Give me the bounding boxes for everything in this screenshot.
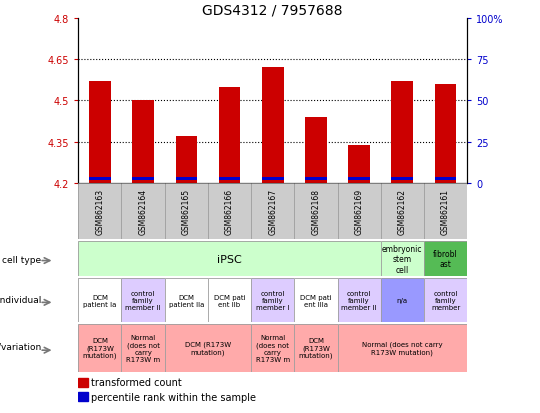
Text: Normal
(does not
carry
R173W m: Normal (does not carry R173W m	[255, 334, 290, 362]
Text: GSM862162: GSM862162	[398, 189, 407, 235]
Bar	[435, 178, 456, 180]
Text: Normal
(does not
carry
R173W m: Normal (does not carry R173W m	[126, 334, 160, 362]
Text: GSM862169: GSM862169	[355, 189, 363, 235]
Bar	[176, 137, 197, 184]
Text: Normal (does not carry
R173W mutation): Normal (does not carry R173W mutation)	[362, 341, 443, 355]
Text: iPSC: iPSC	[217, 254, 242, 264]
Text: control
family
member: control family member	[431, 290, 460, 311]
Text: GSM862168: GSM862168	[312, 189, 320, 235]
Text: DCM
patient IIa: DCM patient IIa	[168, 294, 204, 307]
Bar	[78, 392, 88, 401]
Bar	[132, 101, 154, 184]
Text: embryonic
stem
cell: embryonic stem cell	[382, 244, 423, 274]
Text: GSM862166: GSM862166	[225, 189, 234, 235]
Bar	[348, 145, 370, 184]
Bar	[435, 85, 456, 184]
Text: percentile rank within the sample: percentile rank within the sample	[91, 392, 256, 402]
Text: DCM pati
ent IIb: DCM pati ent IIb	[214, 294, 245, 307]
Bar	[78, 378, 88, 387]
Bar	[262, 178, 284, 180]
Bar	[219, 88, 240, 184]
Bar	[348, 178, 370, 180]
Text: DCM
(R173W
mutation): DCM (R173W mutation)	[83, 337, 117, 358]
Text: GSM862167: GSM862167	[268, 189, 277, 235]
Text: fibrobl
ast: fibrobl ast	[433, 249, 458, 269]
Text: control
family
member II: control family member II	[125, 290, 161, 311]
Text: n/a: n/a	[397, 297, 408, 304]
Bar	[132, 178, 154, 180]
Title: GDS4312 / 7957688: GDS4312 / 7957688	[202, 3, 343, 17]
Bar	[392, 82, 413, 184]
Text: DCM
(R173W
mutation): DCM (R173W mutation)	[299, 337, 333, 358]
Text: GSM862165: GSM862165	[182, 189, 191, 235]
Bar	[305, 118, 327, 184]
Bar	[89, 82, 111, 184]
Bar	[219, 178, 240, 180]
Text: control
family
member II: control family member II	[341, 290, 377, 311]
Text: transformed count: transformed count	[91, 377, 182, 387]
Text: GSM862164: GSM862164	[139, 189, 147, 235]
Text: DCM
patient Ia: DCM patient Ia	[83, 294, 117, 307]
Bar	[305, 178, 327, 180]
Bar	[392, 178, 413, 180]
Text: DCM (R173W
mutation): DCM (R173W mutation)	[185, 341, 231, 355]
Bar	[262, 68, 284, 184]
Text: GSM862161: GSM862161	[441, 189, 450, 235]
Text: GSM862163: GSM862163	[96, 189, 104, 235]
Text: genotype/variation: genotype/variation	[0, 342, 42, 351]
Text: DCM pati
ent IIIa: DCM pati ent IIIa	[300, 294, 332, 307]
Text: control
family
member I: control family member I	[256, 290, 289, 311]
Bar	[89, 178, 111, 180]
Text: individual: individual	[0, 295, 42, 304]
Bar	[176, 178, 197, 180]
Text: cell type: cell type	[3, 255, 42, 264]
